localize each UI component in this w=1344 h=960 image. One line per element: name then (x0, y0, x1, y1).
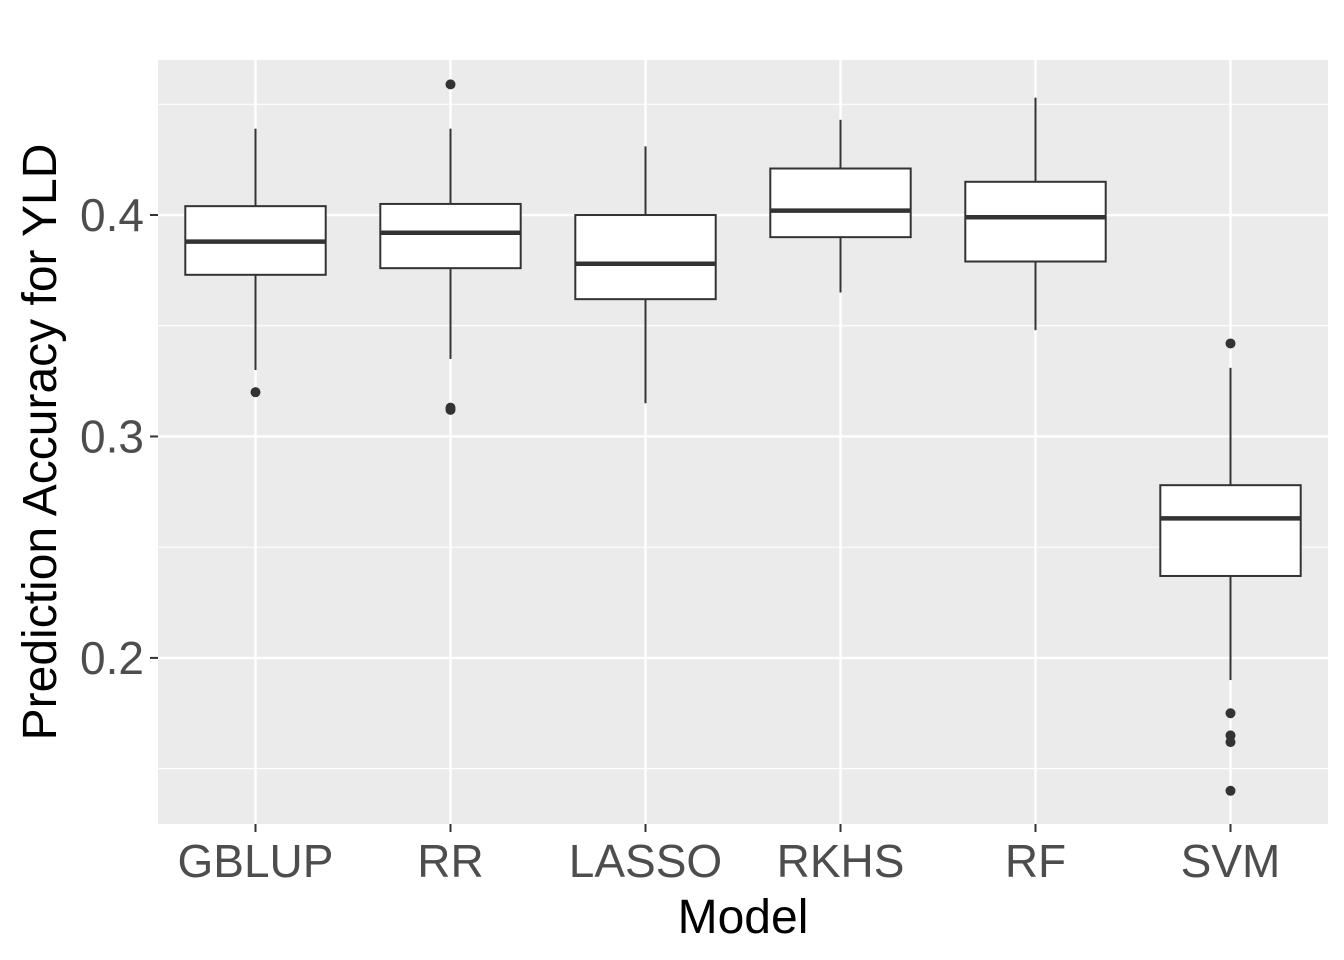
outlier-point (1225, 338, 1236, 349)
iqr-box (1159, 484, 1302, 577)
x-tick-label: RR (417, 835, 483, 887)
x-tick-label: SVM (1181, 835, 1281, 887)
y-axis-title: Prediction Accuracy for YLD (14, 144, 67, 741)
iqr-box (964, 180, 1107, 263)
iqr-box (379, 202, 522, 270)
box-gblup (184, 128, 327, 398)
y-tick-label: 0.3 (80, 410, 144, 462)
box-rr (379, 79, 522, 415)
y-axis-ticks: 0.2 0.3 0.4 (80, 189, 158, 684)
outlier-point (445, 402, 456, 413)
x-tick-label: LASSO (569, 835, 722, 887)
x-axis-title: Model (678, 891, 809, 944)
iqr-box (574, 214, 717, 301)
box-rf (964, 97, 1107, 331)
y-tick-label: 0.2 (80, 632, 144, 684)
x-tick-label: GBLUP (178, 835, 334, 887)
box-rkhs (769, 119, 912, 293)
box-lasso (574, 146, 717, 404)
outlier-point (1225, 737, 1236, 748)
outlier-point (445, 79, 456, 90)
x-tick-label: RF (1005, 835, 1066, 887)
iqr-box (769, 167, 912, 239)
outlier-point (250, 387, 261, 398)
boxplot-series (184, 79, 1302, 796)
minor-gridlines (158, 103, 1328, 770)
plot-panel (158, 60, 1328, 824)
outlier-point (1225, 708, 1236, 719)
y-tick-label: 0.4 (80, 189, 144, 241)
box-svm (1159, 338, 1302, 796)
x-tick-label: RKHS (777, 835, 905, 887)
x-axis-ticks: GBLUP RR LASSO RKHS RF SVM (178, 824, 1281, 887)
outlier-point (1225, 785, 1236, 796)
